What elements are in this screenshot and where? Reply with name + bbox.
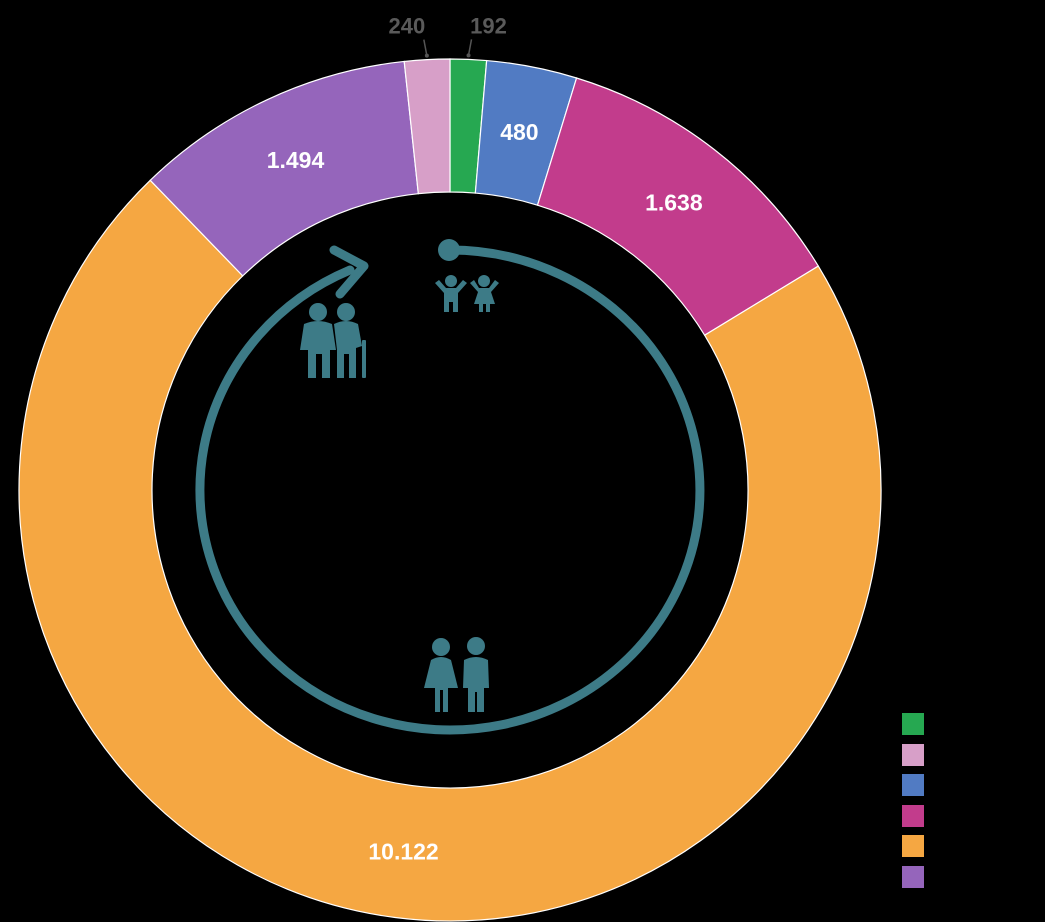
slice-leader-5 <box>423 39 428 56</box>
slice-label-2: 1.638 <box>645 189 703 215</box>
cycle-start-dot <box>438 239 460 261</box>
legend-swatch <box>902 865 924 888</box>
adult-couple-icon <box>424 637 489 712</box>
slice-label-3: 10.122 <box>368 839 438 865</box>
legend-swatch <box>902 835 924 858</box>
slice-leader-0 <box>467 39 473 56</box>
legend-item <box>902 862 962 893</box>
cycle-arrowhead <box>329 245 369 299</box>
legend-swatch <box>902 713 924 736</box>
slice-label-0: 192 <box>470 13 507 38</box>
legend-item <box>902 740 962 771</box>
legend-item <box>902 770 962 801</box>
lifecycle-decoration <box>195 239 705 735</box>
slice-label-4: 1.494 <box>267 147 325 173</box>
legend-item <box>902 709 962 740</box>
slice-leader-dot-5 <box>424 53 429 58</box>
legend-swatch <box>902 804 924 827</box>
legend-swatch <box>902 743 924 766</box>
legend-item <box>902 801 962 832</box>
cycle-arrow-icon <box>195 245 705 735</box>
slice-labels: 192 480 1.638 10.122 1.494 240 <box>267 13 703 864</box>
children-icon <box>435 275 499 312</box>
elderly-couple-icon <box>300 303 366 378</box>
slice-label-1: 480 <box>500 119 538 145</box>
donut-slice-3 <box>18 179 882 922</box>
slice-label-5: 240 <box>388 14 425 39</box>
legend-item <box>902 831 962 862</box>
donut-slice-5 <box>403 58 451 195</box>
legend <box>902 709 962 892</box>
slice-leader-dot-0 <box>466 53 471 58</box>
donut-slices <box>18 58 882 922</box>
legend-swatch <box>902 774 924 797</box>
